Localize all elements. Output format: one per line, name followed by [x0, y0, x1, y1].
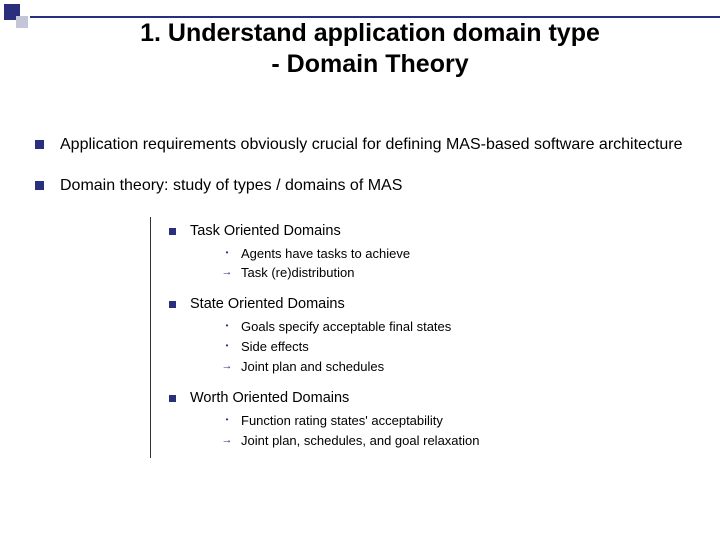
- square-bullet-icon: [35, 140, 44, 149]
- sub-block: Task Oriented Domains Agents have tasks …: [150, 217, 690, 458]
- square-bullet-icon: [169, 301, 176, 308]
- sub-items: Goals specify acceptable final states Si…: [219, 319, 690, 376]
- corner-decoration: [0, 0, 50, 50]
- bullet-l3-text: Function rating states' acceptability: [241, 413, 443, 430]
- square-bullet-icon: [169, 395, 176, 402]
- bullet-l2-text: Task Oriented Domains: [190, 223, 341, 239]
- bullet-l3: Agents have tasks to achieve: [219, 246, 690, 263]
- bullet-l3: Side effects: [219, 339, 690, 356]
- bullet-l3-text: Goals specify acceptable final states: [241, 319, 451, 336]
- dot-bullet-icon: [219, 319, 235, 333]
- arrow-bullet-icon: [219, 433, 235, 447]
- arrow-bullet-icon: [219, 359, 235, 373]
- bullet-l2-text: State Oriented Domains: [190, 296, 345, 312]
- bullet-l1: Domain theory: study of types / domains …: [35, 176, 690, 197]
- bullet-l3: Task (re)distribution: [219, 265, 690, 282]
- bullet-l2: Task Oriented Domains: [169, 223, 690, 239]
- slide-content: Application requirements obviously cruci…: [35, 135, 690, 458]
- bullet-l3: Joint plan and schedules: [219, 359, 690, 376]
- bullet-l3: Function rating states' acceptability: [219, 413, 690, 430]
- title-line-1: 1. Understand application domain type: [140, 19, 600, 47]
- bullet-l3-text: Agents have tasks to achieve: [241, 246, 410, 263]
- bullet-l2: State Oriented Domains: [169, 296, 690, 312]
- bullet-l3: Joint plan, schedules, and goal relaxati…: [219, 433, 690, 450]
- bullet-l1-text: Domain theory: study of types / domains …: [60, 176, 402, 197]
- square-bullet-icon: [35, 181, 44, 190]
- bullet-l2-text: Worth Oriented Domains: [190, 390, 349, 406]
- bullet-l3-text: Side effects: [241, 339, 309, 356]
- square-bullet-icon: [169, 228, 176, 235]
- bullet-l1-text: Application requirements obviously cruci…: [60, 135, 683, 156]
- dot-bullet-icon: [219, 339, 235, 353]
- dot-bullet-icon: [219, 246, 235, 260]
- bullet-l3-text: Joint plan and schedules: [241, 359, 384, 376]
- bullet-l1: Application requirements obviously cruci…: [35, 135, 690, 156]
- slide-title: 1. Understand application domain type - …: [50, 18, 690, 81]
- arrow-bullet-icon: [219, 265, 235, 279]
- sub-items: Function rating states' acceptability Jo…: [219, 413, 690, 450]
- bullet-l2: Worth Oriented Domains: [169, 390, 690, 406]
- bullet-l3-text: Joint plan, schedules, and goal relaxati…: [241, 433, 480, 450]
- bullet-l3-text: Task (re)distribution: [241, 265, 354, 282]
- corner-square-light: [16, 16, 28, 28]
- dot-bullet-icon: [219, 413, 235, 427]
- sub-items: Agents have tasks to achieve Task (re)di…: [219, 246, 690, 283]
- title-line-2: - Domain Theory: [271, 50, 468, 78]
- bullet-l3: Goals specify acceptable final states: [219, 319, 690, 336]
